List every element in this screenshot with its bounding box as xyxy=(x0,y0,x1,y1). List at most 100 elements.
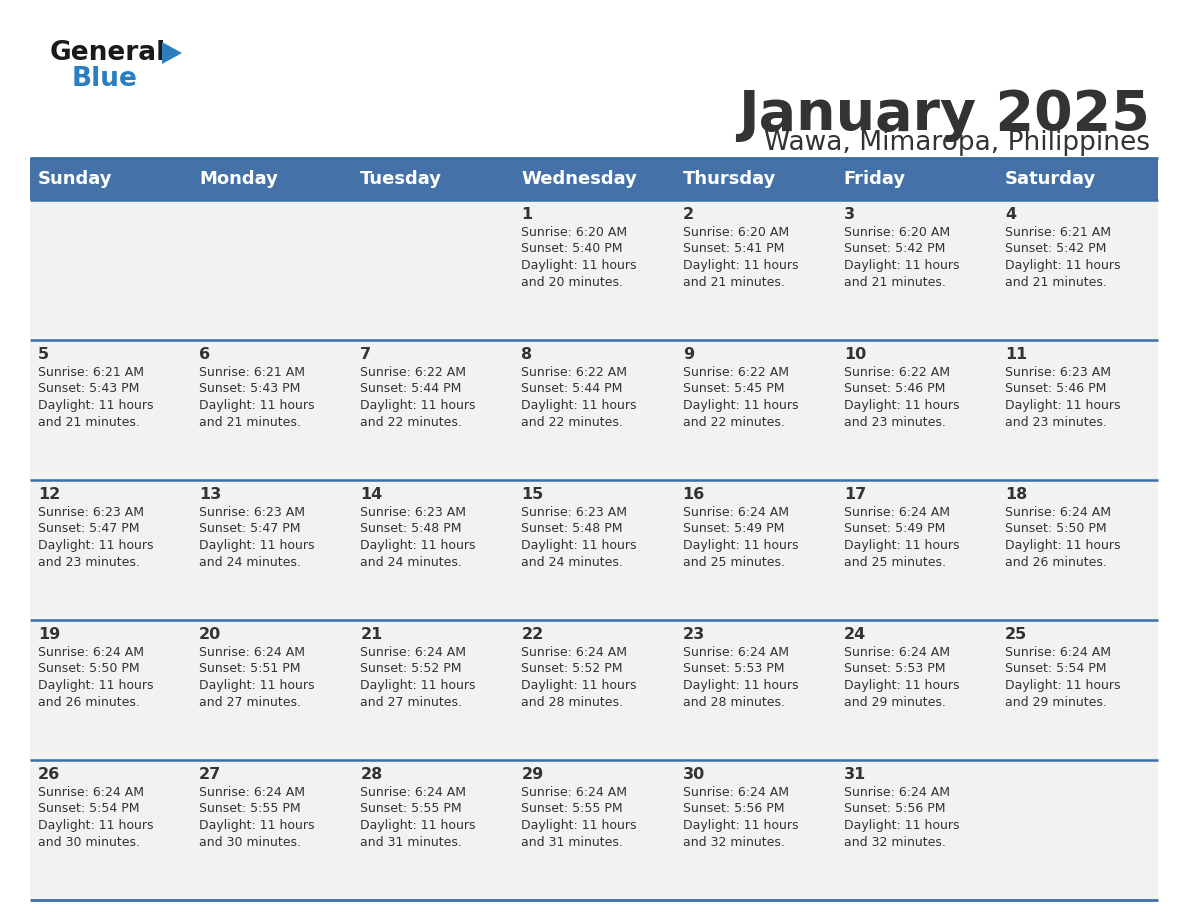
Text: and 32 minutes.: and 32 minutes. xyxy=(843,835,946,848)
Text: Sunrise: 6:24 AM: Sunrise: 6:24 AM xyxy=(1005,506,1111,519)
Text: Sunset: 5:43 PM: Sunset: 5:43 PM xyxy=(200,383,301,396)
Text: and 21 minutes.: and 21 minutes. xyxy=(683,275,784,288)
Text: Sunrise: 6:20 AM: Sunrise: 6:20 AM xyxy=(683,226,789,239)
Text: Thursday: Thursday xyxy=(683,170,776,188)
Text: 21: 21 xyxy=(360,627,383,642)
Text: and 22 minutes.: and 22 minutes. xyxy=(360,416,462,429)
Text: and 23 minutes.: and 23 minutes. xyxy=(1005,416,1107,429)
Text: Sunrise: 6:24 AM: Sunrise: 6:24 AM xyxy=(522,786,627,799)
Text: Daylight: 11 hours: Daylight: 11 hours xyxy=(1005,399,1120,412)
Text: Daylight: 11 hours: Daylight: 11 hours xyxy=(200,539,315,552)
Text: Sunrise: 6:24 AM: Sunrise: 6:24 AM xyxy=(38,786,144,799)
Text: Sunset: 5:47 PM: Sunset: 5:47 PM xyxy=(200,522,301,535)
Text: Sunset: 5:48 PM: Sunset: 5:48 PM xyxy=(360,522,462,535)
Text: 20: 20 xyxy=(200,627,221,642)
Text: and 28 minutes.: and 28 minutes. xyxy=(683,696,784,709)
Text: 14: 14 xyxy=(360,487,383,502)
Text: Daylight: 11 hours: Daylight: 11 hours xyxy=(200,679,315,692)
Text: Sunset: 5:46 PM: Sunset: 5:46 PM xyxy=(1005,383,1106,396)
Text: Sunset: 5:50 PM: Sunset: 5:50 PM xyxy=(38,663,140,676)
Text: and 30 minutes.: and 30 minutes. xyxy=(38,835,140,848)
Text: Daylight: 11 hours: Daylight: 11 hours xyxy=(843,679,959,692)
Bar xyxy=(997,760,1158,900)
Text: 13: 13 xyxy=(200,487,221,502)
Text: Sunset: 5:40 PM: Sunset: 5:40 PM xyxy=(522,242,623,255)
Text: Sunrise: 6:21 AM: Sunrise: 6:21 AM xyxy=(38,366,144,379)
Text: and 21 minutes.: and 21 minutes. xyxy=(200,416,301,429)
Text: Sunset: 5:54 PM: Sunset: 5:54 PM xyxy=(38,802,139,815)
Text: Sunset: 5:52 PM: Sunset: 5:52 PM xyxy=(360,663,462,676)
Text: 4: 4 xyxy=(1005,207,1016,222)
Text: Sunset: 5:53 PM: Sunset: 5:53 PM xyxy=(843,663,946,676)
Text: 23: 23 xyxy=(683,627,704,642)
Bar xyxy=(675,760,835,900)
Text: Daylight: 11 hours: Daylight: 11 hours xyxy=(38,539,153,552)
Text: 8: 8 xyxy=(522,347,532,362)
Bar xyxy=(675,340,835,480)
Text: Sunrise: 6:23 AM: Sunrise: 6:23 AM xyxy=(522,506,627,519)
Text: 11: 11 xyxy=(1005,347,1028,362)
Text: General: General xyxy=(50,40,166,66)
Bar xyxy=(675,200,835,340)
Text: Sunset: 5:55 PM: Sunset: 5:55 PM xyxy=(360,802,462,815)
Text: and 31 minutes.: and 31 minutes. xyxy=(360,835,462,848)
Text: Sunset: 5:43 PM: Sunset: 5:43 PM xyxy=(38,383,139,396)
Bar xyxy=(30,480,191,620)
Text: Wednesday: Wednesday xyxy=(522,170,637,188)
Text: Sunset: 5:45 PM: Sunset: 5:45 PM xyxy=(683,383,784,396)
Text: 5: 5 xyxy=(38,347,49,362)
Text: Sunrise: 6:24 AM: Sunrise: 6:24 AM xyxy=(1005,646,1111,659)
Text: 19: 19 xyxy=(38,627,61,642)
Text: Daylight: 11 hours: Daylight: 11 hours xyxy=(522,679,637,692)
Bar xyxy=(191,620,353,760)
Text: Sunrise: 6:24 AM: Sunrise: 6:24 AM xyxy=(522,646,627,659)
Bar xyxy=(675,620,835,760)
Text: Sunset: 5:55 PM: Sunset: 5:55 PM xyxy=(200,802,301,815)
Text: and 20 minutes.: and 20 minutes. xyxy=(522,275,624,288)
Bar xyxy=(30,200,191,340)
Text: and 23 minutes.: and 23 minutes. xyxy=(38,555,140,568)
Text: Sunset: 5:47 PM: Sunset: 5:47 PM xyxy=(38,522,139,535)
Text: Sunset: 5:44 PM: Sunset: 5:44 PM xyxy=(522,383,623,396)
Text: 25: 25 xyxy=(1005,627,1028,642)
Text: Sunrise: 6:22 AM: Sunrise: 6:22 AM xyxy=(683,366,789,379)
Text: Sunrise: 6:24 AM: Sunrise: 6:24 AM xyxy=(38,646,144,659)
Text: 1: 1 xyxy=(522,207,532,222)
Text: Sunrise: 6:24 AM: Sunrise: 6:24 AM xyxy=(200,646,305,659)
Text: Daylight: 11 hours: Daylight: 11 hours xyxy=(843,399,959,412)
Bar xyxy=(835,200,997,340)
Text: Sunset: 5:42 PM: Sunset: 5:42 PM xyxy=(1005,242,1106,255)
Text: Sunrise: 6:23 AM: Sunrise: 6:23 AM xyxy=(1005,366,1111,379)
Text: and 30 minutes.: and 30 minutes. xyxy=(200,835,302,848)
Bar xyxy=(191,480,353,620)
Bar xyxy=(997,200,1158,340)
Text: Sunset: 5:55 PM: Sunset: 5:55 PM xyxy=(522,802,624,815)
Text: Wawa, Mimaropa, Philippines: Wawa, Mimaropa, Philippines xyxy=(764,130,1150,156)
Text: 2: 2 xyxy=(683,207,694,222)
Text: Daylight: 11 hours: Daylight: 11 hours xyxy=(522,539,637,552)
Text: and 29 minutes.: and 29 minutes. xyxy=(1005,696,1107,709)
Bar xyxy=(997,340,1158,480)
Text: Sunset: 5:54 PM: Sunset: 5:54 PM xyxy=(1005,663,1106,676)
Bar xyxy=(513,760,675,900)
Text: 29: 29 xyxy=(522,767,544,782)
Bar xyxy=(675,480,835,620)
Text: Monday: Monday xyxy=(200,170,278,188)
Bar xyxy=(353,480,513,620)
Text: 30: 30 xyxy=(683,767,704,782)
Text: Sunrise: 6:24 AM: Sunrise: 6:24 AM xyxy=(683,646,789,659)
Bar xyxy=(353,200,513,340)
Text: Daylight: 11 hours: Daylight: 11 hours xyxy=(1005,679,1120,692)
Text: 24: 24 xyxy=(843,627,866,642)
Text: Sunrise: 6:23 AM: Sunrise: 6:23 AM xyxy=(360,506,467,519)
Text: Daylight: 11 hours: Daylight: 11 hours xyxy=(200,819,315,832)
Text: Daylight: 11 hours: Daylight: 11 hours xyxy=(360,539,476,552)
Text: and 29 minutes.: and 29 minutes. xyxy=(843,696,946,709)
Text: 27: 27 xyxy=(200,767,221,782)
Text: and 25 minutes.: and 25 minutes. xyxy=(843,555,946,568)
Text: Sunset: 5:56 PM: Sunset: 5:56 PM xyxy=(683,802,784,815)
Text: Saturday: Saturday xyxy=(1005,170,1097,188)
Text: and 22 minutes.: and 22 minutes. xyxy=(522,416,624,429)
Bar xyxy=(30,620,191,760)
Text: Sunset: 5:48 PM: Sunset: 5:48 PM xyxy=(522,522,623,535)
